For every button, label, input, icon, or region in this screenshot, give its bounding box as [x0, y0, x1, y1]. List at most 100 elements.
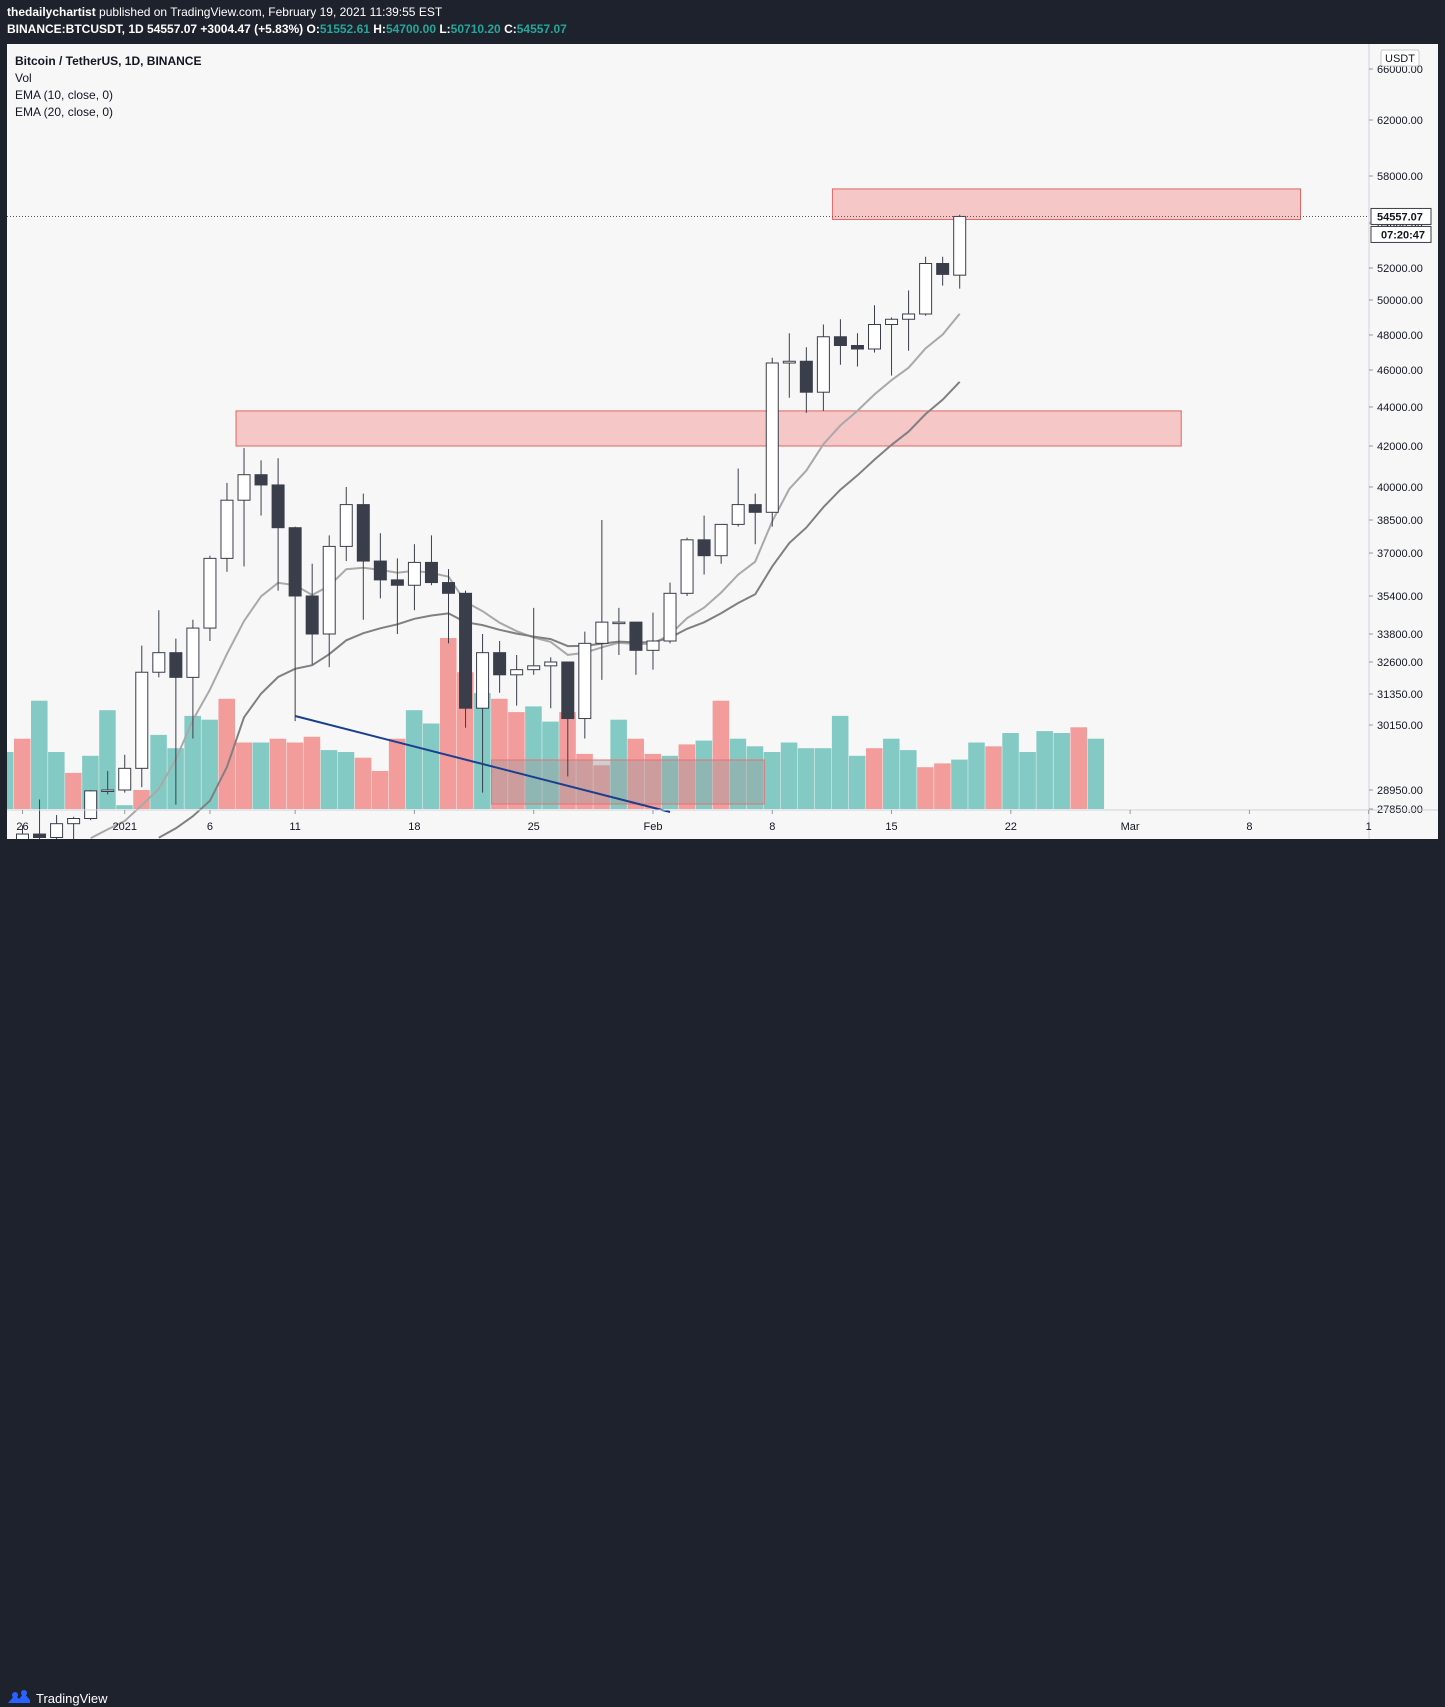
- volume-bar: [917, 767, 934, 809]
- volume-bar: [576, 753, 593, 809]
- resistance-zones: [235, 188, 1301, 447]
- time-tick-label: 2021: [112, 821, 136, 833]
- chart-pane[interactable]: 27850.00 28950.00 30150.00 31350.00 32600.00…: [0, 44, 1438, 867]
- candle-body: [271, 484, 285, 529]
- price-tick-label: 58000.00: [1377, 171, 1423, 183]
- volume-bar: [354, 757, 372, 809]
- candle-body: [816, 336, 830, 393]
- price-tick-label: 46000.00: [1377, 365, 1423, 377]
- candle-body: [118, 767, 132, 791]
- volume-bar: [13, 738, 31, 809]
- volume-bar: [525, 706, 542, 809]
- candle-body: [186, 627, 200, 678]
- volume-bar: [780, 742, 798, 809]
- high-value: 54700.00: [385, 22, 436, 36]
- legend-volume[interactable]: Vol: [15, 71, 32, 85]
- volume-bar: [0, 752, 14, 809]
- candle-body: [152, 652, 166, 673]
- currency-badge-box: [1380, 49, 1420, 67]
- publish-info: thedailychartist published on TradingVie…: [7, 5, 442, 19]
- candle-body: [101, 789, 115, 792]
- candle-body: [237, 474, 251, 501]
- countdown-box: [1370, 225, 1432, 243]
- candle-body: [50, 823, 64, 839]
- legend-ema20[interactable]: EMA (20, close, 0): [15, 105, 113, 119]
- resistance-zone: [831, 188, 1301, 220]
- candle-body: [697, 539, 711, 557]
- volume-bar: [883, 738, 900, 809]
- low-label: L:: [439, 22, 451, 36]
- volume-bar: [184, 715, 201, 809]
- time-tick-label: 6: [207, 821, 213, 833]
- time-tick-label: Mar: [1121, 821, 1140, 833]
- volume-bar: [491, 698, 508, 809]
- volume-bar: [831, 715, 849, 809]
- candle-body: [356, 504, 370, 562]
- candle-body: [67, 818, 81, 825]
- price-tick-label: 33800.00: [1377, 629, 1423, 641]
- volume-bar: [320, 750, 338, 809]
- volume-bar: [1070, 727, 1087, 809]
- candle-body: [407, 561, 421, 586]
- volume-bar: [337, 752, 355, 809]
- time-tick-label: 26: [16, 821, 28, 833]
- currency-badge[interactable]: USDT: [1380, 49, 1420, 67]
- time-tick-label: 11: [289, 821, 300, 833]
- candle-body: [169, 652, 183, 678]
- volume-bar: [388, 738, 406, 809]
- candle-body: [442, 582, 455, 594]
- volume-bar: [218, 698, 235, 809]
- volume-bar: [133, 790, 150, 809]
- legend-ema10[interactable]: EMA (10, close, 0): [15, 88, 113, 102]
- volume-bar: [814, 748, 832, 809]
- candle-body: [629, 621, 643, 651]
- brand-label: TradingView: [36, 1690, 108, 1706]
- candle-body: [936, 263, 950, 275]
- volume-bar: [31, 700, 48, 809]
- volume-bar: [678, 744, 696, 809]
- volume-bar: [405, 710, 423, 809]
- price-tick-label: 42000.00: [1377, 441, 1423, 453]
- chart-header: thedailychartist published on TradingVie…: [0, 0, 1445, 42]
- volume-bar: [65, 772, 82, 809]
- volume-bar: [848, 755, 866, 809]
- chart-legend: Bitcoin / TetherUS, 1D, BINANCE Vol EMA …: [15, 54, 201, 119]
- candle-body: [424, 561, 438, 584]
- high-label: H:: [373, 22, 386, 36]
- price-tick-label: 38500.00: [1377, 515, 1423, 527]
- countdown-label: 07:20:47: [1381, 229, 1425, 241]
- candle-body: [833, 336, 847, 346]
- open-label: O:: [306, 22, 320, 36]
- price-chart[interactable]: 27850.0028950.0030150.0031350.0032600.00…: [0, 44, 1438, 867]
- candle-body: [578, 642, 592, 720]
- candle-body: [220, 499, 234, 559]
- open-value: 51552.61: [319, 22, 370, 36]
- author-name[interactable]: thedailychartist: [7, 5, 96, 19]
- last-price: 54557.07: [147, 22, 198, 36]
- price-tick-label: 35400.00: [1377, 591, 1423, 603]
- candle-body: [544, 661, 558, 667]
- price-tick-label: 44000.00: [1377, 402, 1423, 414]
- price-tick-label: 62000.00: [1377, 115, 1423, 127]
- time-tick-label: 8: [1246, 821, 1252, 833]
- price-tick-label: 32600.00: [1377, 657, 1423, 669]
- low-value: 50710.20: [450, 22, 501, 36]
- volume-bar: [1087, 738, 1105, 809]
- candle-body: [595, 621, 609, 644]
- volume-bar: [1053, 733, 1070, 809]
- candle-body: [782, 360, 796, 364]
- candle-body: [322, 545, 336, 635]
- volume-bar: [1036, 731, 1053, 809]
- candle-body: [16, 833, 29, 864]
- volume-bar: [712, 700, 730, 809]
- volume-layer: [0, 638, 1105, 809]
- ema-layer: [90, 313, 961, 840]
- volume-bar: [48, 752, 65, 809]
- tradingview-brand[interactable]: TradingView: [7, 1689, 108, 1707]
- volume-bar: [150, 734, 167, 809]
- price-change: +3004.47 (+5.83%): [200, 22, 304, 36]
- volume-bar: [371, 771, 389, 809]
- volume-bar: [1019, 752, 1036, 809]
- currency-label: USDT: [1385, 53, 1415, 65]
- legend-title[interactable]: Bitcoin / TetherUS, 1D, BINANCE: [15, 54, 201, 68]
